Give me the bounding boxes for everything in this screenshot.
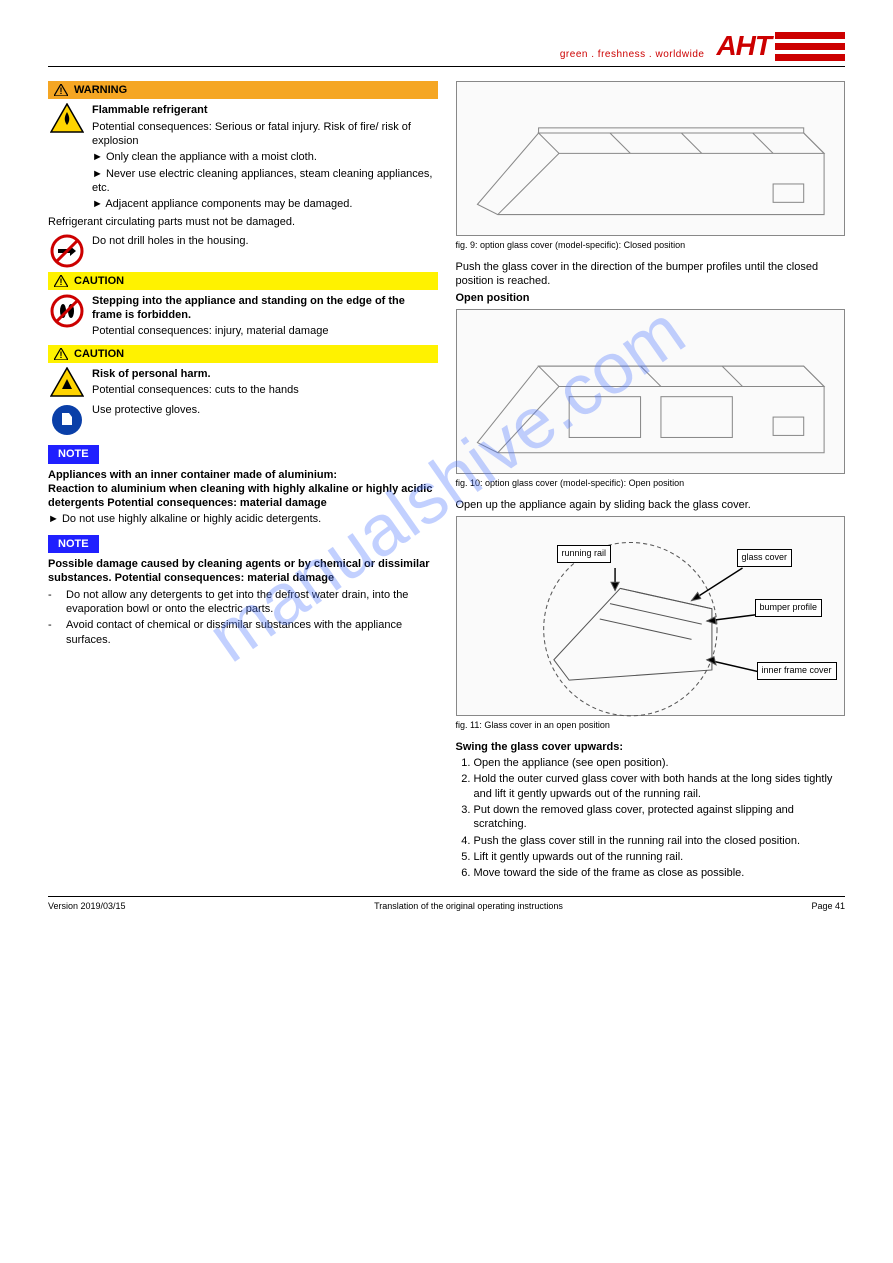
warning-bullet: ► Only clean the appliance with a moist … [92,150,438,164]
caution-bar: ! CAUTION [48,272,438,290]
warning-tail: Refrigerant circulating parts must not b… [48,215,438,229]
caution-title: Stepping into the appliance and standing… [92,294,438,323]
close-instruction: Push the glass cover in the direction of… [456,260,846,289]
caution-bar: ! CAUTION [48,345,438,363]
open-instruction: Open up the appliance again by sliding b… [456,498,846,512]
flammable-icon [48,101,86,133]
figure-9 [456,81,846,236]
callout-bumper: bumper profile [755,599,823,617]
warning-bullet: ► Never use electric cleaning appliances… [92,167,438,196]
footer-title: Translation of the original operating in… [374,901,563,913]
note2-body: Possible damage caused by cleaning agent… [48,557,438,586]
note2-bullet: Avoid contact of chemical or dissimilar … [48,618,438,647]
note2-bullet: Do not allow any detergents to get into … [48,588,438,617]
caution-label: CAUTION [74,347,124,361]
warning-bullet: ► Adjacent appliance components may be d… [92,197,438,211]
note-label: NOTE [48,535,99,553]
step: Open the appliance (see open position). [474,756,846,770]
callout-glass-cover: glass cover [737,549,793,567]
caution2-body: Potential consequences: cuts to the hand… [92,383,438,397]
logo-text: AHT [716,28,771,64]
step: Move toward the side of the frame as clo… [474,866,846,880]
warning-triangle-icon: ! [54,348,68,360]
warning-bar: ! WARNING [48,81,438,99]
svg-text:!: ! [60,277,63,287]
step: Lift it gently upwards out of the runnin… [474,850,846,864]
warning-triangle-icon: ! [54,84,68,96]
svg-text:!: ! [60,86,63,96]
page-header: green . freshness . worldwide AHT [48,28,845,67]
hand-injury-icon [48,365,86,397]
caution2-title: Risk of personal harm. [92,367,438,381]
warning-label: WARNING [74,83,127,97]
figure-11: running rail glass cover bumper profile … [456,516,846,716]
caution-label: CAUTION [74,274,124,288]
logo-bars [775,32,845,61]
figure-10 [456,309,846,474]
gloves-label: Use protective gloves. [92,403,438,417]
callout-inner-frame: inner frame cover [757,662,837,680]
step: Put down the removed glass cover, protec… [474,803,846,832]
tagline: green . freshness . worldwide [560,48,705,64]
figure-10-caption: fig. 10: option glass cover (model-speci… [456,478,846,490]
no-drill-icon [48,232,86,268]
swing-heading: Swing the glass cover upwards: [456,740,846,754]
footer-version: Version 2019/03/15 [48,901,126,913]
step: Push the glass cover still in the runnin… [474,834,846,848]
no-drill-label: Do not drill holes in the housing. [92,234,438,248]
gloves-icon [48,401,86,437]
footer-page: Page 41 [811,901,845,913]
caution-body: Potential consequences: injury, material… [92,324,438,338]
right-column: fig. 9: option glass cover (model-specif… [456,77,846,882]
figure-11-caption: fig. 11: Glass cover in an open position [456,720,846,732]
note1-bullet: ► Do not use highly alkaline or highly a… [48,512,438,526]
figure-9-caption: fig. 9: option glass cover (model-specif… [456,240,846,252]
swing-steps: Open the appliance (see open position). … [456,756,846,880]
callout-running-rail: running rail [557,545,612,563]
note-label: NOTE [48,445,99,463]
logo: AHT [716,28,845,64]
warning-title: Flammable refrigerant [92,103,438,117]
svg-text:!: ! [60,350,63,360]
warning-triangle-icon: ! [54,275,68,287]
left-column: ! WARNING Flammable refrigerant Potentia… [48,77,438,882]
no-step-icon [48,292,86,328]
warning-body: Potential consequences: Serious or fatal… [92,120,438,149]
page-footer: Version 2019/03/15 Translation of the or… [48,896,845,913]
step: Hold the outer curved glass cover with b… [474,772,846,801]
note1-body: Appliances with an inner container made … [48,468,438,511]
open-heading: Open position [456,291,846,305]
